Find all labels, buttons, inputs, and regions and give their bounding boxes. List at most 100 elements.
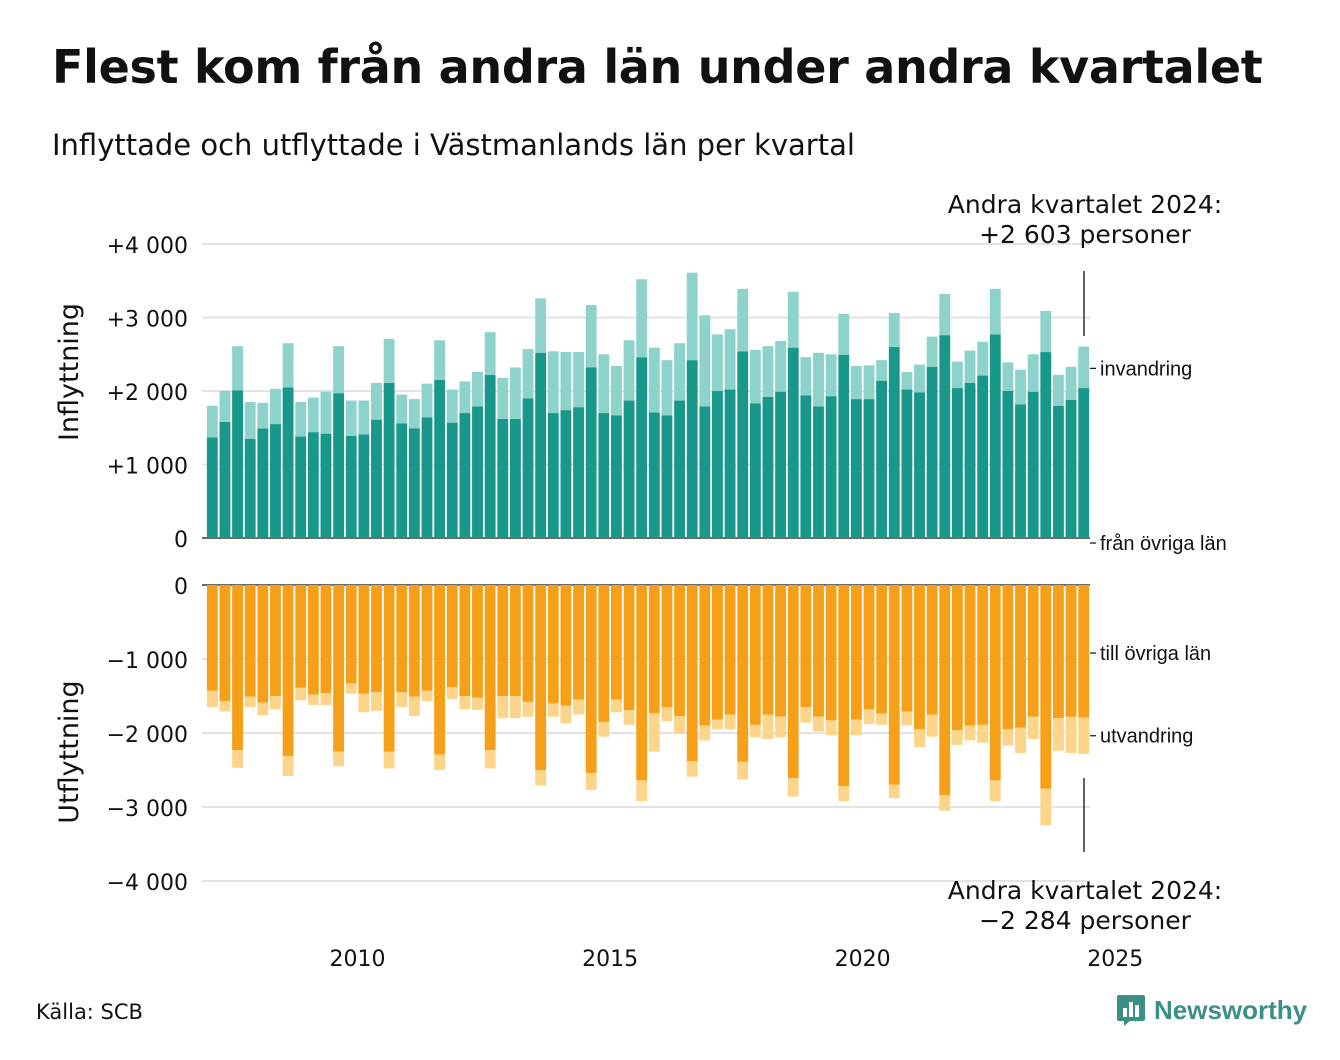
bar-inflow-immigration <box>270 388 281 425</box>
inflow-y-tick-label: +4 000 <box>107 234 188 259</box>
inflow-axis-label: Inflyttning <box>54 303 85 441</box>
bar-inflow-domestic <box>749 403 761 538</box>
bar-inflow-domestic <box>926 366 938 538</box>
bar-inflow-immigration <box>813 352 824 407</box>
bar-outflow-domestic <box>371 585 382 693</box>
bar-outflow-emigration <box>699 725 711 741</box>
newsworthy-logo-icon <box>1117 995 1145 1026</box>
bar-outflow-domestic <box>939 585 951 796</box>
bar-inflow-immigration <box>838 313 850 355</box>
bar-inflow-immigration <box>383 338 395 383</box>
bar-inflow-immigration <box>1052 374 1064 406</box>
bar-inflow-domestic <box>699 406 711 538</box>
bar-outflow-emigration <box>863 709 875 725</box>
bar-outflow-emigration <box>573 699 584 715</box>
bar-outflow-emigration <box>1027 716 1039 739</box>
bar-inflow-immigration <box>876 360 888 381</box>
bar-inflow-immigration <box>648 347 660 413</box>
bar-outflow-domestic <box>1002 585 1014 730</box>
bar-inflow-domestic <box>1078 388 1090 538</box>
bar-outflow-emigration <box>737 761 749 780</box>
bar-outflow-domestic <box>888 585 900 785</box>
bar-inflow-immigration <box>598 354 610 414</box>
bar-outflow-emigration <box>358 693 370 713</box>
bar-inflow-immigration <box>1065 366 1077 400</box>
bar-inflow-domestic <box>547 413 559 538</box>
bar-outflow-emigration <box>295 687 307 701</box>
bar-outflow-domestic <box>295 585 307 688</box>
bar-outflow-emigration <box>333 751 345 767</box>
bar-outflow-emigration <box>939 795 951 811</box>
bar-inflow-domestic <box>787 347 799 538</box>
bar-inflow-immigration <box>762 346 774 397</box>
bar-outflow-emigration <box>1052 718 1064 751</box>
bar-outflow-domestic <box>737 585 749 762</box>
chart-subtitle: Inflyttade och utflyttade i Västmanlands… <box>52 128 855 162</box>
bar-inflow-immigration <box>295 402 307 437</box>
bar-outflow-domestic <box>535 585 547 770</box>
bar-inflow-domestic <box>484 374 496 538</box>
bar-outflow-emigration <box>396 692 408 708</box>
bar-outflow-domestic <box>1040 585 1052 789</box>
bar-inflow-immigration <box>1002 362 1014 391</box>
bar-inflow-domestic <box>257 428 269 538</box>
bar-outflow-emigration <box>648 713 660 752</box>
bar-outflow-emigration <box>926 714 938 737</box>
bar-inflow-domestic <box>434 379 446 538</box>
bar-inflow-domestic <box>408 428 420 538</box>
bar-inflow-immigration <box>737 288 749 352</box>
bar-inflow-immigration <box>686 272 698 361</box>
bar-inflow-immigration <box>434 340 446 380</box>
x-tick-label: 2025 <box>1087 947 1143 972</box>
bar-inflow-domestic <box>989 334 1001 538</box>
bar-inflow-immigration <box>345 400 357 436</box>
bar-inflow-domestic <box>636 357 648 538</box>
bar-inflow-immigration <box>522 349 534 399</box>
bar-outflow-domestic <box>560 585 572 706</box>
bar-inflow-immigration <box>914 364 925 393</box>
outflow-annotation-line2: −2 284 personer <box>979 906 1192 935</box>
bar-inflow-immigration <box>459 381 471 414</box>
outflow-y-tick-label: −4 000 <box>107 871 188 896</box>
bar-inflow-immigration <box>964 350 976 383</box>
bar-inflow-domestic <box>509 418 521 538</box>
bar-outflow-emigration <box>724 714 736 730</box>
bar-outflow-domestic <box>926 585 938 715</box>
bar-inflow-immigration <box>560 352 572 411</box>
bar-outflow-domestic <box>573 585 584 700</box>
bar-outflow-emigration <box>509 696 521 719</box>
outflow-bars <box>206 585 1090 826</box>
bar-inflow-immigration <box>547 351 559 414</box>
bar-inflow-immigration <box>623 340 635 401</box>
inflow-y-tick-label: +1 000 <box>107 455 188 480</box>
bar-inflow-domestic <box>623 400 635 538</box>
bar-inflow-domestic <box>232 390 244 538</box>
bar-inflow-immigration <box>610 366 622 416</box>
chart-title: Flest kom från andra län under andra kva… <box>52 40 1263 94</box>
bar-inflow-domestic <box>977 375 989 538</box>
bar-inflow-domestic <box>825 396 837 538</box>
bar-inflow-domestic <box>648 412 660 538</box>
bar-inflow-immigration <box>396 394 408 424</box>
bar-inflow-domestic <box>800 395 812 538</box>
bar-inflow-immigration <box>724 329 736 390</box>
bar-outflow-domestic <box>724 585 736 715</box>
bar-outflow-emigration <box>623 710 635 725</box>
bar-inflow-domestic <box>863 399 875 538</box>
bar-inflow-domestic <box>901 389 913 538</box>
bar-outflow-domestic <box>320 585 332 694</box>
bar-inflow-domestic <box>522 398 534 538</box>
bar-outflow-emigration <box>901 711 913 726</box>
bar-outflow-domestic <box>636 585 648 781</box>
bar-inflow-immigration <box>408 399 420 429</box>
bar-outflow-domestic <box>813 585 824 717</box>
x-tick-label: 2015 <box>582 947 638 972</box>
bar-inflow-domestic <box>573 407 584 538</box>
bar-outflow-emigration <box>560 705 572 724</box>
bar-outflow-emigration <box>813 716 824 732</box>
bar-outflow-domestic <box>674 585 686 716</box>
bar-outflow-emigration <box>825 720 837 736</box>
bar-inflow-immigration <box>712 334 723 391</box>
bar-outflow-emigration <box>219 701 231 712</box>
bar-inflow-domestic <box>371 419 382 538</box>
